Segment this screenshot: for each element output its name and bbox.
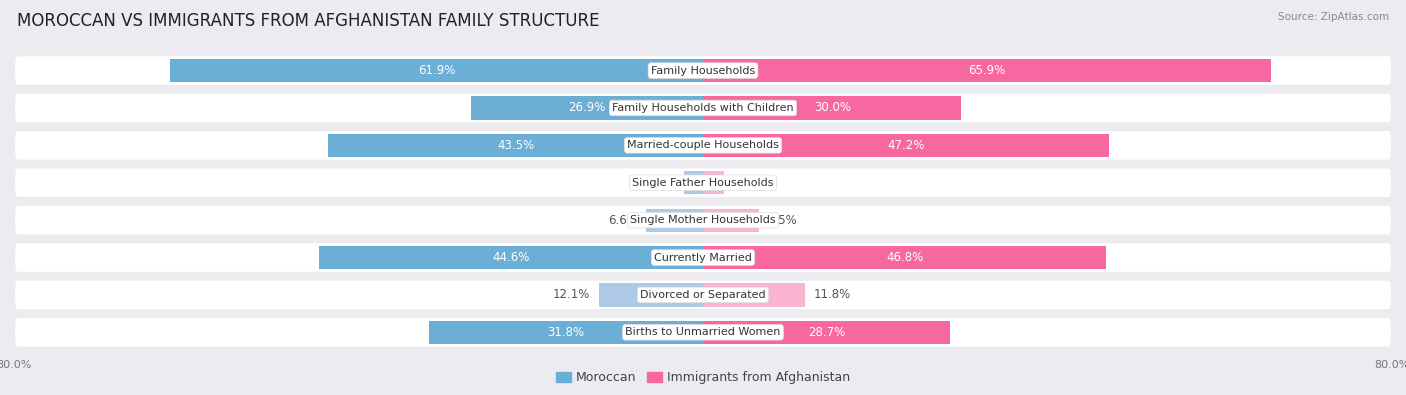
Bar <box>329 134 703 157</box>
Bar <box>703 246 1107 269</box>
FancyBboxPatch shape <box>14 55 1392 86</box>
Text: 2.2%: 2.2% <box>645 176 675 189</box>
Text: Single Mother Households: Single Mother Households <box>630 215 776 225</box>
Text: MOROCCAN VS IMMIGRANTS FROM AFGHANISTAN FAMILY STRUCTURE: MOROCCAN VS IMMIGRANTS FROM AFGHANISTAN … <box>17 12 599 30</box>
FancyBboxPatch shape <box>14 205 1392 235</box>
Text: 43.5%: 43.5% <box>498 139 534 152</box>
Bar <box>647 209 703 232</box>
Text: Married-couple Households: Married-couple Households <box>627 140 779 150</box>
Text: Divorced or Separated: Divorced or Separated <box>640 290 766 300</box>
Text: Births to Unmarried Women: Births to Unmarried Women <box>626 327 780 337</box>
Bar <box>703 59 1271 82</box>
Text: 30.0%: 30.0% <box>814 102 851 115</box>
Bar <box>685 171 703 194</box>
Text: 31.8%: 31.8% <box>547 326 585 339</box>
Bar <box>319 246 703 269</box>
Bar <box>703 96 962 120</box>
Legend: Moroccan, Immigrants from Afghanistan: Moroccan, Immigrants from Afghanistan <box>551 366 855 389</box>
Text: 28.7%: 28.7% <box>808 326 845 339</box>
Text: 6.5%: 6.5% <box>768 214 797 227</box>
Text: 12.1%: 12.1% <box>553 288 591 301</box>
Text: 6.6%: 6.6% <box>607 214 637 227</box>
Bar <box>599 283 703 307</box>
FancyBboxPatch shape <box>14 130 1392 161</box>
Bar <box>703 321 950 344</box>
Text: 11.8%: 11.8% <box>813 288 851 301</box>
Bar <box>703 283 804 307</box>
Bar <box>429 321 703 344</box>
Bar <box>170 59 703 82</box>
Text: 44.6%: 44.6% <box>492 251 530 264</box>
Bar <box>703 171 724 194</box>
Text: 46.8%: 46.8% <box>886 251 924 264</box>
Bar <box>471 96 703 120</box>
Text: Family Households: Family Households <box>651 66 755 75</box>
FancyBboxPatch shape <box>14 167 1392 198</box>
FancyBboxPatch shape <box>14 242 1392 273</box>
Text: 2.4%: 2.4% <box>733 176 762 189</box>
FancyBboxPatch shape <box>14 93 1392 123</box>
Text: 65.9%: 65.9% <box>969 64 1005 77</box>
Text: Single Father Households: Single Father Households <box>633 178 773 188</box>
Text: Family Households with Children: Family Households with Children <box>612 103 794 113</box>
Text: 61.9%: 61.9% <box>418 64 456 77</box>
Text: 47.2%: 47.2% <box>887 139 925 152</box>
FancyBboxPatch shape <box>14 280 1392 310</box>
Bar <box>703 209 759 232</box>
Text: Source: ZipAtlas.com: Source: ZipAtlas.com <box>1278 12 1389 22</box>
FancyBboxPatch shape <box>14 317 1392 348</box>
Text: 26.9%: 26.9% <box>568 102 606 115</box>
Text: Currently Married: Currently Married <box>654 252 752 263</box>
Bar <box>703 134 1109 157</box>
